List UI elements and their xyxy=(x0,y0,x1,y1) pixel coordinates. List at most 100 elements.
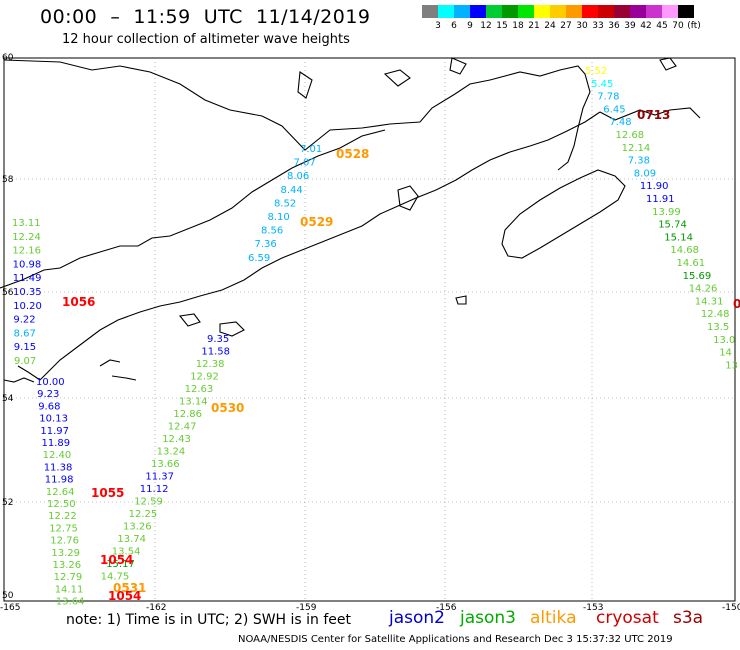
colorbar-label: 70 xyxy=(672,21,684,31)
wave-height-value: 7.01 xyxy=(300,144,322,155)
pass-time-label: 1055 xyxy=(91,486,124,500)
colorbar-swatch xyxy=(422,5,438,18)
colorbar-swatch xyxy=(438,5,454,18)
wave-height-value: 14.68 xyxy=(670,245,699,256)
wave-height-value: 10.35 xyxy=(13,287,42,298)
colorbar-swatch xyxy=(550,5,566,18)
map-frame xyxy=(3,57,736,602)
map-gridlines xyxy=(4,58,735,601)
wave-height-value: 12.38 xyxy=(196,359,225,370)
colorbar-label: 3 xyxy=(435,21,441,31)
colorbar-label: 36 xyxy=(608,21,620,31)
wave-height-value: 12.48 xyxy=(701,309,730,320)
wave-height-value: 12.92 xyxy=(190,372,219,383)
wave-height-value: 8.44 xyxy=(281,185,303,196)
wave-height-value: 5.52 xyxy=(585,66,607,77)
wave-height-value: 8.52 xyxy=(274,198,296,209)
coastline xyxy=(0,57,701,383)
lon-tick: -150 xyxy=(722,603,740,613)
wave-height-value: 10.20 xyxy=(13,301,42,312)
wave-height-value: 12.40 xyxy=(43,450,72,461)
wave-height-value: 11.89 xyxy=(42,438,71,449)
colorbar-label: 9 xyxy=(467,21,473,31)
wave-height-value: 9.35 xyxy=(207,334,229,345)
wave-height-value: 11.97 xyxy=(40,426,69,437)
wave-height-value: 11.12 xyxy=(140,484,169,495)
lon-tick: -156 xyxy=(436,603,457,613)
colorbar-label: 27 xyxy=(560,21,572,31)
colorbar-label: 15 xyxy=(496,21,508,31)
colorbar-swatch xyxy=(470,5,486,18)
wave-height-value: 9.15 xyxy=(14,342,36,353)
legend-s3a: s3a xyxy=(673,608,704,628)
colorbar-label: 45 xyxy=(656,21,668,31)
pass-time-label: 1054 xyxy=(100,553,133,567)
wave-height-value: 13.54 xyxy=(112,547,141,558)
wave-height-value: 5.45 xyxy=(591,79,613,90)
wave-height-value: 9.22 xyxy=(13,315,35,326)
wave-height-value: 13.24 xyxy=(157,447,186,458)
colorbar-label: 39 xyxy=(624,21,636,31)
wave-height-value: 7.07 xyxy=(294,158,316,169)
colorbar-label: 18 xyxy=(512,21,524,31)
wave-height-value: 8.56 xyxy=(261,226,283,237)
wave-height-value: 13.74 xyxy=(117,534,146,545)
wave-height-value: 8.09 xyxy=(634,168,656,179)
colorbar-swatch xyxy=(614,5,630,18)
wave-height-value: 14.26 xyxy=(689,284,718,295)
wave-height-value: 13.29 xyxy=(51,548,80,559)
lat-tick: 58 xyxy=(2,175,14,185)
wave-height-value: 12.47 xyxy=(168,422,197,433)
wave-height-value: 12.59 xyxy=(134,497,163,508)
pass-time-label: 0 xyxy=(733,297,740,311)
wave-height-value: 13.66 xyxy=(151,459,180,470)
wave-height-value: 11.38 xyxy=(44,462,73,473)
wave-height-value: 14.61 xyxy=(677,258,706,269)
wave-height-value: 7.48 xyxy=(609,117,631,128)
wave-height-value: 11.58 xyxy=(201,347,230,358)
credit-line: NOAA/NESDIS Center for Satellite Applica… xyxy=(238,634,673,645)
page-subtitle: 12 hour collection of altimeter wave hei… xyxy=(62,32,350,47)
wave-height-value: 10.00 xyxy=(36,377,65,388)
wave-height-value: 12.43 xyxy=(162,434,191,445)
colorbar-label: 24 xyxy=(544,21,556,31)
footer-note: note: 1) Time is in UTC; 2) SWH is in fe… xyxy=(66,612,352,628)
colorbar-label: 33 xyxy=(592,21,604,31)
colorbar-swatch xyxy=(662,5,678,18)
pass-time-label: 0531 xyxy=(113,581,146,595)
pass-annotations: 0528 0529 0530 0531 1056 1055 1054 1054 0713 0 xyxy=(62,108,740,603)
colorbar-swatch xyxy=(518,5,534,18)
wave-height-value: 11.98 xyxy=(45,475,74,486)
wave-height-value: 10.98 xyxy=(13,259,42,270)
pass-time-label: 0713 xyxy=(637,108,670,122)
wave-height-value: 12.25 xyxy=(129,509,158,520)
wave-height-value: 12.22 xyxy=(48,511,77,522)
wave-height-value: 12.68 xyxy=(616,130,645,141)
wave-height-value: 12.76 xyxy=(50,536,79,547)
colorbar-swatch xyxy=(486,5,502,18)
lon-tick: -159 xyxy=(296,603,317,613)
wave-height-value: 6.59 xyxy=(248,253,270,264)
wave-height-value: 13.99 xyxy=(652,207,681,218)
wave-height-value: 14.11 xyxy=(55,584,84,595)
legend-jason2: jason2 xyxy=(389,608,445,628)
legend-altika: altika xyxy=(530,608,577,628)
pass-time-label: 0529 xyxy=(300,215,333,229)
legend-jason3: jason3 xyxy=(460,608,516,628)
colorbar xyxy=(422,5,694,18)
colorbar-label: 42 xyxy=(640,21,652,31)
wave-height-value: 12.86 xyxy=(173,409,202,420)
colorbar-label: 21 xyxy=(528,21,540,31)
wave-height-value: 9.23 xyxy=(37,389,59,400)
wave-height-value: 12.64 xyxy=(46,487,75,498)
lon-tick: -153 xyxy=(583,603,603,613)
lat-tick: 52 xyxy=(2,498,13,508)
wave-height-value: 9.07 xyxy=(14,356,36,367)
colorbar-swatch xyxy=(566,5,582,18)
wave-height-value: 7.38 xyxy=(628,156,650,167)
colorbar-label: (ft) xyxy=(687,21,701,31)
wave-height-value: 15.74 xyxy=(658,220,687,231)
wave-height-value: 12.50 xyxy=(47,499,76,510)
lat-tick: 56 xyxy=(2,288,14,298)
